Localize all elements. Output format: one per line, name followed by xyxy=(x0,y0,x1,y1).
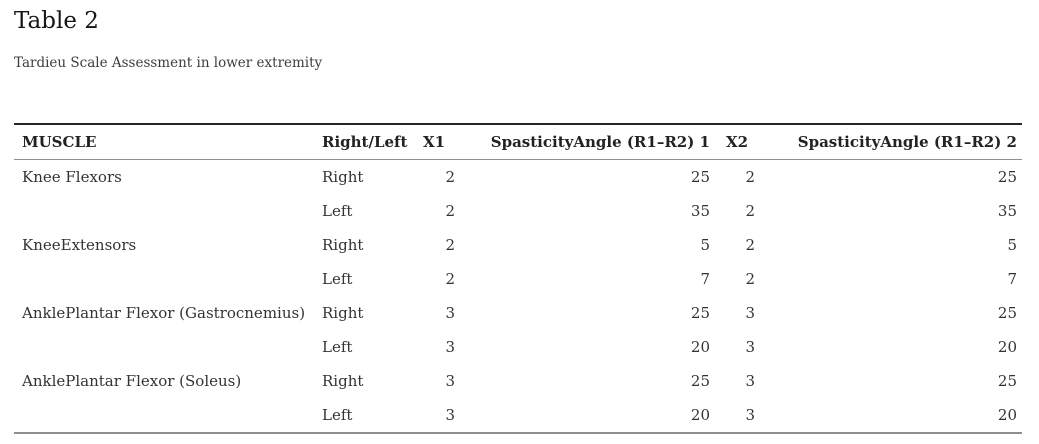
spasticity-angle-2-cell: 25 xyxy=(997,167,1017,186)
spasticity-angle-1-cell: 25 xyxy=(690,167,710,186)
spasticity-angle-2-cell: 25 xyxy=(997,303,1017,322)
x2-cell: 3 xyxy=(745,337,755,356)
x1-cell: 2 xyxy=(445,235,455,254)
column-header-spasticity-angle-2: SpasticityAngle (R1–R2) 2 xyxy=(797,132,1017,151)
muscle-cell: AnklePlantar Flexor (Gastrocnemius) xyxy=(22,303,306,322)
spasticity-angle-2-cell: 5 xyxy=(1007,235,1017,254)
x2-cell: 3 xyxy=(745,303,755,322)
spasticity-angle-2-cell: 7 xyxy=(1007,269,1017,288)
spasticity-angle-2-cell: 35 xyxy=(997,201,1017,220)
table-row: Left 3 20 3 20 xyxy=(14,330,1022,364)
table-row: Knee Flexors Right 2 25 2 25 xyxy=(14,159,1022,194)
right-left-cell: Right xyxy=(322,235,364,254)
right-left-cell: Right xyxy=(322,167,364,186)
muscle-cell xyxy=(14,330,314,364)
spasticity-angle-2-cell: 25 xyxy=(997,371,1017,390)
column-header-x1: X1 xyxy=(423,132,446,151)
spasticity-angle-1-cell: 20 xyxy=(690,405,710,424)
column-header-muscle: MUSCLE xyxy=(22,132,97,151)
spasticity-angle-1-cell: 5 xyxy=(700,235,710,254)
spasticity-angle-1-cell: 25 xyxy=(690,371,710,390)
muscle-cell xyxy=(14,194,314,228)
muscle-cell xyxy=(14,262,314,296)
right-left-cell: Left xyxy=(322,405,353,424)
table-row: KneeExtensors Right 2 5 2 5 xyxy=(14,228,1022,262)
x1-cell: 3 xyxy=(445,371,455,390)
column-header-spasticity-angle-1: SpasticityAngle (R1–R2) 1 xyxy=(490,132,710,151)
right-left-cell: Left xyxy=(322,337,353,356)
x1-cell: 3 xyxy=(445,405,455,424)
right-left-cell: Left xyxy=(322,269,353,288)
table-subtitle: Tardieu Scale Assessment in lower extrem… xyxy=(14,55,323,72)
spasticity-angle-1-cell: 25 xyxy=(690,303,710,322)
muscle-cell: Knee Flexors xyxy=(22,167,122,186)
muscle-cell xyxy=(14,398,314,433)
table-title: Table 2 xyxy=(14,8,99,34)
table-row: Left 2 35 2 35 xyxy=(14,194,1022,228)
x1-cell: 2 xyxy=(445,269,455,288)
x2-cell: 3 xyxy=(745,371,755,390)
right-left-cell: Left xyxy=(322,201,353,220)
tardieu-scale-table: MUSCLE Right/Left X1 SpasticityAngle (R1–R2… xyxy=(14,122,1022,434)
table-header: MUSCLE Right/Left X1 SpasticityAngle (R1–R2… xyxy=(14,124,1022,160)
column-header-x2: X2 xyxy=(726,132,749,151)
header-row: MUSCLE Right/Left X1 SpasticityAngle (R1–R2… xyxy=(14,124,1022,160)
x2-cell: 2 xyxy=(745,235,755,254)
x2-cell: 2 xyxy=(745,269,755,288)
table-row: AnklePlantar Flexor (Soleus) Right 3 25 3 25 xyxy=(14,364,1022,398)
table-row: AnklePlantar Flexor (Gastrocnemius) Right… xyxy=(14,296,1022,330)
table-row: Left 3 20 3 20 xyxy=(14,398,1022,433)
table-body: Knee Flexors Right 2 25 2 25 Left 2 35 2 35 KneeExt… xyxy=(14,159,1022,433)
table-row: Left 2 7 2 7 xyxy=(14,262,1022,296)
right-left-cell: Right xyxy=(322,303,364,322)
x2-cell: 2 xyxy=(745,167,755,186)
muscle-cell: AnklePlantar Flexor (Soleus) xyxy=(22,371,242,390)
right-left-cell: Right xyxy=(322,371,364,390)
spasticity-angle-2-cell: 20 xyxy=(997,405,1017,424)
x1-cell: 3 xyxy=(445,337,455,356)
x1-cell: 3 xyxy=(445,303,455,322)
spasticity-angle-1-cell: 20 xyxy=(690,337,710,356)
muscle-cell: KneeExtensors xyxy=(22,235,137,254)
spasticity-angle-2-cell: 20 xyxy=(997,337,1017,356)
spasticity-angle-1-cell: 35 xyxy=(690,201,710,220)
column-header-right-left: Right/Left xyxy=(322,132,408,151)
x2-cell: 3 xyxy=(745,405,755,424)
spasticity-angle-1-cell: 7 xyxy=(700,269,710,288)
x1-cell: 2 xyxy=(445,167,455,186)
x2-cell: 2 xyxy=(745,201,755,220)
x1-cell: 2 xyxy=(445,201,455,220)
